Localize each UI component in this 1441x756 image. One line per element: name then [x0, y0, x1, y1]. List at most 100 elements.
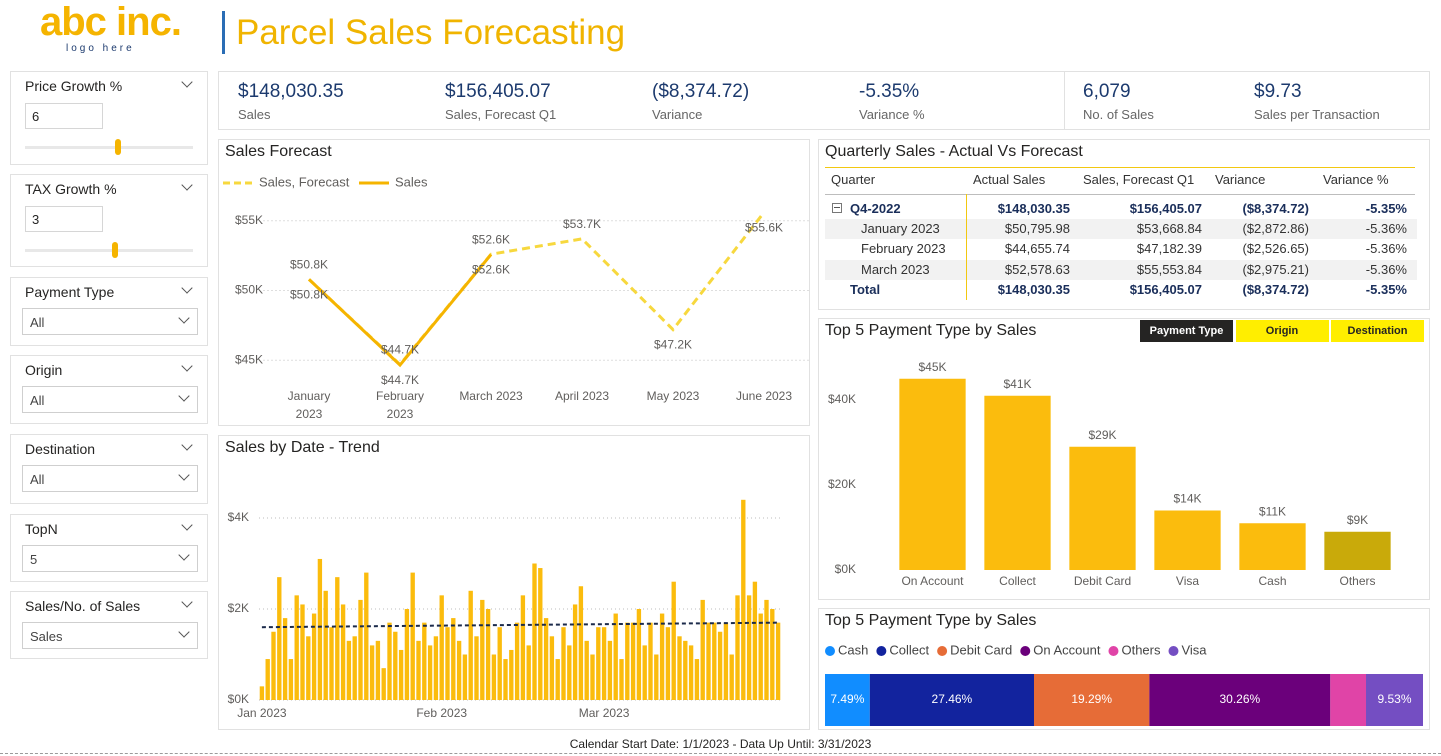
column-header: Quarter — [831, 172, 876, 187]
slider-thumb[interactable] — [112, 242, 118, 258]
table-cell: February 2023 — [861, 241, 946, 256]
legend-swatch — [937, 646, 948, 656]
bar — [491, 654, 497, 700]
legend-label: Sales, Forecast — [259, 174, 350, 189]
bar — [1069, 446, 1136, 570]
chart-title: Sales by Date - Trend — [225, 439, 380, 456]
y-tick-label: $0K — [228, 692, 249, 706]
collapse-chevron[interactable] — [181, 179, 193, 191]
row-band — [825, 219, 1417, 239]
kpi-label: Sales per Transaction — [1254, 107, 1380, 122]
bar — [899, 378, 966, 570]
collapse-chevron[interactable] — [181, 282, 193, 294]
bar — [578, 586, 584, 700]
legend-swatch — [876, 646, 887, 656]
bar — [688, 645, 694, 700]
x-tick-label: Others — [1339, 574, 1375, 588]
data-label: 27.46% — [932, 692, 973, 706]
collapse-chevron[interactable] — [181, 76, 193, 88]
data-label: $44.7K — [381, 343, 419, 357]
table-cell: $50,795.98 — [1004, 221, 1070, 236]
input-value: 3 — [32, 212, 40, 227]
bar — [369, 645, 375, 700]
x-tick-label: April 2023 — [554, 389, 610, 403]
legend-label: Collect — [889, 642, 929, 657]
data-label: 30.26% — [1219, 692, 1260, 706]
bar — [752, 581, 758, 700]
toggle-button[interactable]: Destination — [1331, 320, 1424, 342]
number-input[interactable]: 6 — [25, 103, 103, 129]
dropdown-chevron — [178, 312, 190, 324]
x-tick-label: Feb 2023 — [416, 706, 467, 720]
dropdown[interactable]: Sales — [22, 622, 198, 649]
bar — [543, 618, 549, 700]
bar — [601, 627, 607, 700]
dropdown[interactable]: 5 — [22, 545, 198, 572]
trend-line — [261, 621, 779, 629]
kpi-value: $148,030.35 — [238, 81, 344, 102]
data-label: $55.6K — [745, 221, 783, 235]
bar — [1324, 531, 1391, 570]
slicer-title: Sales/No. of Sales — [25, 598, 141, 614]
bar — [323, 590, 328, 700]
dropdown-chevron — [178, 626, 190, 638]
dropdown-chevron — [178, 390, 190, 402]
number-input[interactable]: 3 — [25, 206, 103, 232]
column-header: Variance — [1215, 172, 1266, 187]
y-tick-label: $45K — [235, 352, 263, 366]
bar — [375, 640, 381, 700]
bar — [741, 499, 746, 700]
bar — [352, 636, 357, 700]
bar — [572, 604, 578, 700]
data-label: $50.8K — [290, 258, 328, 272]
slicer-title: Price Growth % — [25, 78, 123, 94]
bar — [468, 590, 473, 700]
slicer: Origin All — [10, 355, 208, 424]
collapse-chevron[interactable] — [181, 519, 193, 531]
bar — [358, 599, 363, 700]
bar — [596, 627, 601, 700]
dropdown[interactable]: All — [22, 308, 198, 335]
table-cell: ($2,526.65) — [1242, 241, 1310, 256]
dropdown-chevron — [178, 469, 190, 481]
bar — [729, 654, 734, 700]
x-tick-label: On Account — [901, 574, 964, 588]
slider-thumb[interactable] — [115, 139, 121, 155]
data-label: 9.53% — [1377, 692, 1411, 706]
slicer: Payment Type All — [10, 277, 208, 346]
bar — [984, 395, 1051, 570]
collapse-chevron[interactable] — [181, 360, 193, 372]
x-tick-label: Mar 2023 — [579, 706, 630, 720]
table-cell: ($2,872.86) — [1242, 221, 1310, 236]
toggle-button[interactable]: Origin — [1235, 320, 1329, 342]
bar — [723, 622, 729, 700]
title-accent — [222, 11, 225, 54]
bar — [665, 627, 671, 700]
bar — [404, 609, 410, 700]
collapse-chevron[interactable] — [181, 439, 193, 451]
data-label: $52.6K — [472, 263, 510, 277]
x-tick-label: March 2023 — [459, 389, 523, 403]
toggle-button[interactable]: Payment Type — [1140, 320, 1233, 342]
bar — [445, 627, 450, 700]
bar — [503, 659, 508, 700]
kpi-value: ($8,374.72) — [652, 81, 750, 102]
y-tick-label: $20K — [828, 477, 856, 491]
bar — [584, 640, 589, 700]
collapse-chevron[interactable] — [181, 596, 193, 608]
bar-segment — [869, 674, 1035, 726]
dropdown[interactable]: All — [22, 386, 198, 413]
collapse-icon[interactable] — [832, 203, 842, 213]
bar — [642, 645, 647, 700]
table-cell: ($8,374.72) — [1242, 282, 1310, 297]
bar — [451, 618, 456, 700]
x-tick-label: Collect — [999, 574, 1036, 588]
dropdown[interactable]: All — [22, 465, 198, 492]
data-label: $41K — [1003, 377, 1031, 391]
logo: abc inc. — [40, 0, 182, 44]
bar — [694, 659, 700, 700]
table-cell: -5.36% — [1365, 262, 1407, 277]
logo-tagline: logo here — [66, 43, 135, 54]
data-label: $52.6K — [472, 232, 510, 246]
trend-chart: $0K $2K $4K Jan 2023 Feb 2023 Mar 2023 — [228, 499, 781, 720]
